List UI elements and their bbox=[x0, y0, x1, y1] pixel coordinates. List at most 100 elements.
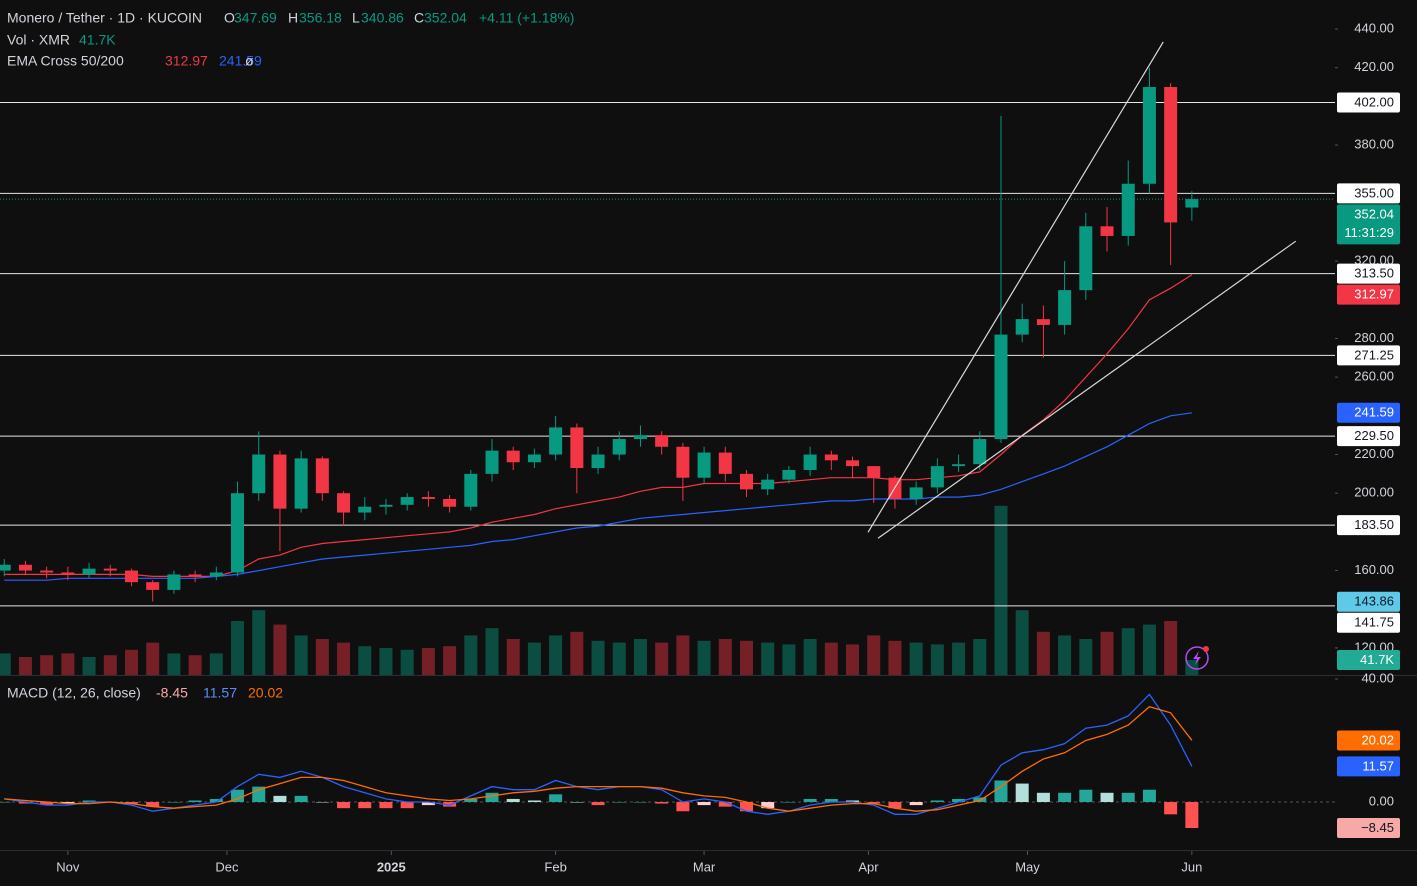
macd-histogram-bar bbox=[909, 802, 923, 806]
quote-label: C bbox=[414, 10, 424, 26]
candle-body bbox=[167, 574, 181, 590]
volume-bar bbox=[1058, 635, 1072, 675]
ema-line bbox=[4, 274, 1193, 577]
candle-body bbox=[188, 574, 202, 577]
candle-body bbox=[867, 466, 881, 478]
trendline bbox=[877, 240, 1297, 539]
volume-bar bbox=[146, 642, 160, 675]
candle-body bbox=[40, 570, 54, 573]
macd-histogram-bar bbox=[824, 798, 838, 803]
macd-histogram-bar bbox=[40, 802, 54, 806]
candle-body bbox=[952, 464, 966, 467]
volume-bar bbox=[1164, 621, 1178, 675]
macd-histogram-bar bbox=[761, 802, 775, 809]
alert-icon[interactable] bbox=[1185, 646, 1209, 670]
level-label: 141.75 bbox=[1354, 615, 1394, 630]
volume-bar bbox=[421, 648, 435, 675]
volume-bar bbox=[803, 639, 817, 675]
macd-histogram-bar bbox=[591, 802, 605, 806]
volume-bar bbox=[591, 640, 605, 675]
macd-histogram-bar bbox=[400, 802, 414, 809]
candle-body bbox=[124, 570, 138, 583]
x-tick-label: Nov bbox=[56, 859, 80, 874]
signal-line bbox=[4, 705, 1193, 812]
macd-histogram-bar bbox=[231, 789, 245, 803]
macd-histogram-bar bbox=[655, 802, 669, 804]
quote-value: 347.69 bbox=[234, 10, 277, 26]
y-tick-label: 440.00 bbox=[1354, 20, 1394, 35]
macd-histogram-bar bbox=[18, 802, 32, 804]
macd-histogram-bar bbox=[337, 802, 351, 809]
candle-body bbox=[1100, 226, 1114, 236]
macd-histogram-bar bbox=[527, 800, 541, 803]
candle-body bbox=[18, 564, 32, 571]
macd-histogram-bar bbox=[421, 802, 435, 806]
volume-bar bbox=[888, 640, 902, 675]
macd-histogram-bar bbox=[930, 800, 944, 803]
macd-histogram-bar bbox=[273, 795, 287, 803]
y-tick-label: 380.00 bbox=[1354, 136, 1394, 151]
volume-bar bbox=[1079, 639, 1093, 675]
volume-bar bbox=[379, 648, 393, 675]
volume-bar bbox=[909, 642, 923, 675]
quote-label: H bbox=[288, 10, 298, 26]
candle-body bbox=[570, 427, 584, 469]
macd-histogram-bar bbox=[1058, 792, 1072, 803]
candle-body bbox=[761, 479, 775, 490]
macd-histogram-bar bbox=[739, 802, 753, 812]
candle-body bbox=[697, 452, 711, 478]
macd-value: 11.57 bbox=[203, 685, 237, 701]
macd-histogram-bar bbox=[1121, 792, 1135, 803]
plot-area bbox=[0, 41, 1335, 829]
macd-histogram-bar bbox=[718, 802, 732, 807]
ema-symbol: ø bbox=[245, 53, 254, 69]
candle-body bbox=[421, 497, 435, 499]
macd-histogram-bar bbox=[1015, 783, 1029, 803]
volume-bar bbox=[549, 635, 563, 675]
volume-bar bbox=[570, 631, 584, 675]
macd-histogram-bar bbox=[570, 802, 584, 803]
volume-bar bbox=[337, 642, 351, 675]
volume-bar bbox=[40, 655, 54, 675]
candle-body bbox=[612, 439, 626, 455]
x-tick-label: 2025 bbox=[377, 859, 406, 874]
candle-body bbox=[485, 450, 499, 474]
macd-histogram-bar bbox=[803, 798, 817, 803]
macd-histogram-bar bbox=[443, 802, 457, 807]
volume-bar bbox=[188, 655, 202, 675]
candle-body bbox=[103, 568, 117, 571]
candle-body bbox=[252, 454, 266, 494]
volume-bar bbox=[846, 644, 860, 675]
level-label: 355.00 bbox=[1354, 185, 1394, 200]
volume-bar bbox=[61, 653, 75, 675]
macd-histogram-bar bbox=[1036, 792, 1050, 803]
alert-circle[interactable] bbox=[1185, 646, 1209, 670]
volume-bar bbox=[1015, 610, 1029, 675]
candle-body bbox=[655, 435, 669, 447]
macd-histogram-bar bbox=[485, 792, 499, 803]
candle-body bbox=[930, 466, 944, 488]
macd-label-box bbox=[1337, 756, 1400, 777]
signal-label: 20.02 bbox=[1361, 732, 1394, 747]
macd-histogram-bar bbox=[124, 802, 138, 804]
volume-bar bbox=[506, 639, 520, 675]
candle-body bbox=[782, 469, 796, 480]
level-label-box bbox=[1337, 345, 1400, 366]
signal-label-box bbox=[1337, 730, 1400, 751]
candle-body bbox=[1121, 183, 1135, 236]
candle-body bbox=[1015, 319, 1029, 335]
last-price-label-countdown: 11:31:29 bbox=[1344, 225, 1394, 240]
candle-body bbox=[273, 454, 287, 509]
macd-histogram-bar bbox=[867, 802, 881, 804]
volume-bar bbox=[273, 624, 287, 675]
ema-value: 312.97 bbox=[165, 53, 208, 69]
alert-dot bbox=[1203, 646, 1209, 652]
candle-body bbox=[61, 572, 75, 575]
volume-bar bbox=[464, 635, 478, 675]
histogram-label-box bbox=[1337, 818, 1400, 839]
macd-histogram-bar bbox=[888, 802, 902, 809]
macd-histogram-bar bbox=[1164, 802, 1178, 815]
macd-histogram-bar bbox=[379, 802, 393, 809]
ema-label: 312.97 bbox=[1354, 287, 1394, 302]
candle-body bbox=[506, 450, 520, 463]
